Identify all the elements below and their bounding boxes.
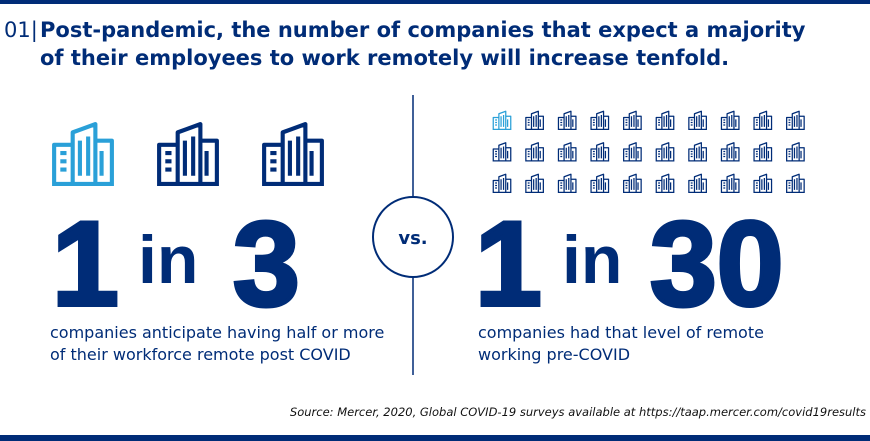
building-icon: [785, 142, 806, 162]
title-line: Post-pandemic, the number of companies t…: [40, 18, 806, 42]
building-icon: [262, 124, 324, 184]
connector: in: [138, 222, 198, 298]
building-icon: [752, 142, 773, 162]
caption: companies had that level of remote: [478, 323, 764, 342]
bottom-rule: [0, 435, 870, 441]
building-icon: [655, 173, 675, 193]
top-rule: [0, 0, 870, 4]
big-denominator: 30: [650, 197, 783, 331]
building-icon: [687, 173, 708, 193]
building-icon: [720, 142, 741, 162]
building-icon: [655, 142, 675, 162]
building-icon: [622, 173, 643, 193]
building-icon: [589, 173, 610, 193]
caption: companies anticipate having half or more: [50, 323, 384, 342]
big-numerator: 1: [52, 197, 119, 331]
building-icon: [557, 142, 578, 162]
building-icon: [785, 110, 806, 130]
building-icon: [720, 173, 741, 193]
building-icon: [157, 124, 219, 184]
building-icon: [557, 173, 578, 193]
building-icon: [720, 110, 741, 130]
big-numerator: 1: [475, 197, 542, 331]
building-icon: [687, 142, 708, 162]
section-number: 01|: [4, 18, 38, 43]
building-icon: [655, 110, 675, 130]
vs-circle: [372, 196, 454, 278]
building-icon: [752, 110, 773, 130]
vs-label: vs.: [398, 228, 427, 249]
caption: of their workforce remote post COVID: [50, 345, 351, 364]
building-icon: [524, 173, 545, 193]
building-icon: [52, 124, 114, 184]
big-denominator: 3: [233, 197, 300, 331]
building-icon: [589, 142, 610, 162]
building-icon: [557, 110, 578, 130]
building-icon: [752, 173, 773, 193]
building-icon: [524, 110, 545, 130]
building-icon: [492, 142, 512, 162]
caption: working pre-COVID: [478, 345, 630, 364]
building-icon: [492, 173, 512, 193]
building-icon: [622, 142, 643, 162]
building-icon: [622, 110, 643, 130]
building-icon: [524, 142, 545, 162]
building-icon: [785, 173, 806, 193]
connector: in: [562, 222, 622, 298]
building-icon: [492, 110, 512, 130]
title-line: of their employees to work remotely will…: [40, 46, 729, 70]
building-icon: [589, 110, 610, 130]
source: Source: Mercer, 2020, Global COVID-19 su…: [290, 405, 866, 419]
building-icon: [687, 110, 708, 130]
